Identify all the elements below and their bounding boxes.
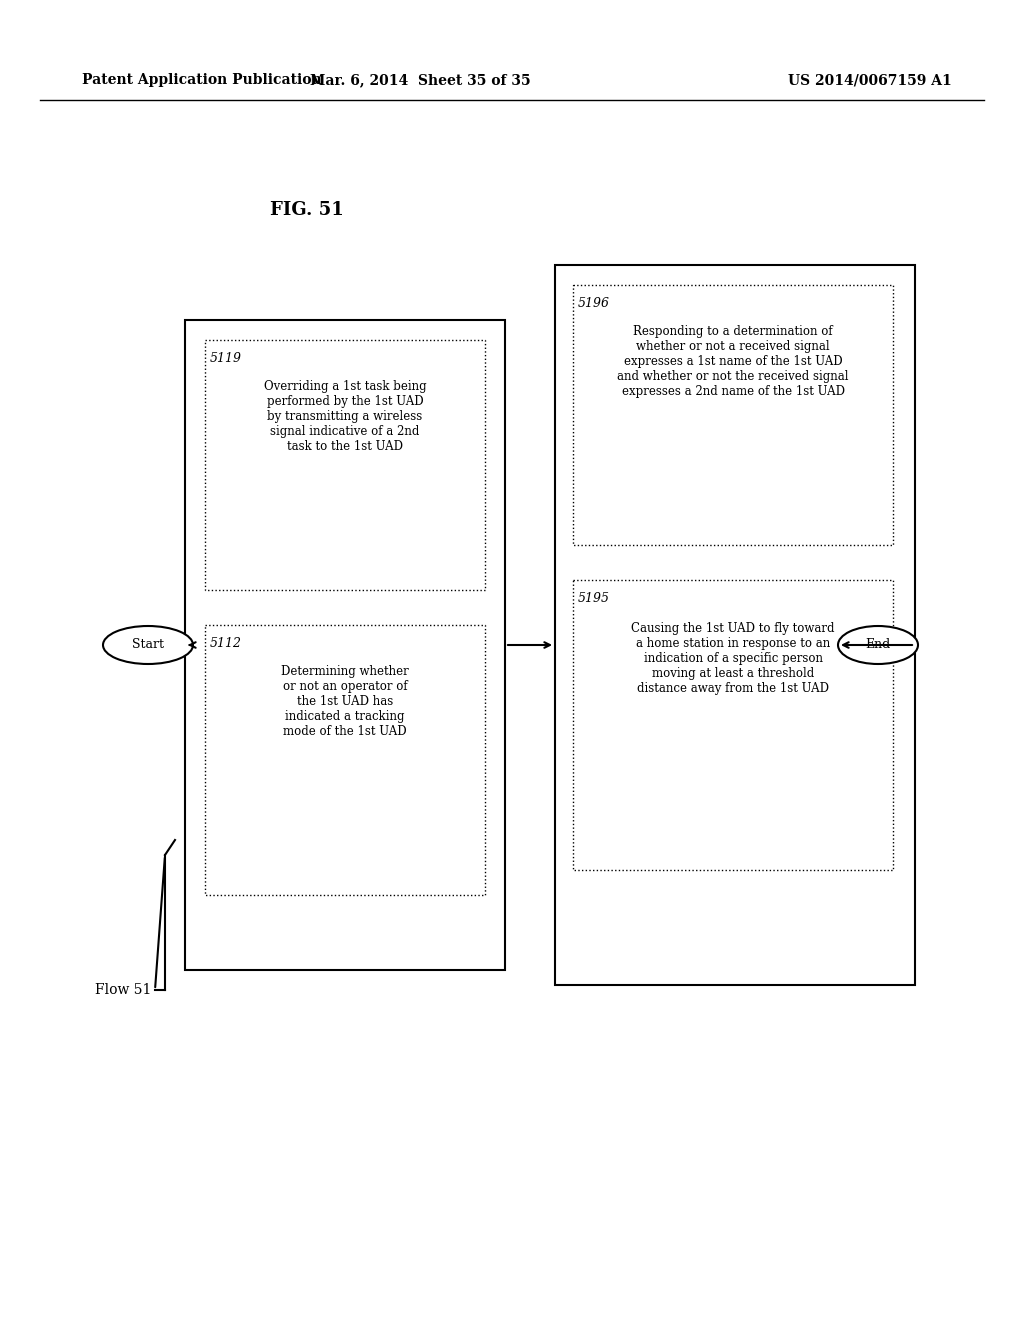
Text: Responding to a determination of
whether or not a received signal
expresses a 1s: Responding to a determination of whether… bbox=[617, 325, 849, 399]
Text: 5195: 5195 bbox=[578, 591, 610, 605]
Text: End: End bbox=[865, 639, 891, 652]
Text: Causing the 1st UAD to fly toward
a home station in response to an
indication of: Causing the 1st UAD to fly toward a home… bbox=[631, 622, 835, 696]
FancyBboxPatch shape bbox=[573, 579, 893, 870]
Ellipse shape bbox=[103, 626, 193, 664]
Ellipse shape bbox=[838, 626, 918, 664]
Text: Mar. 6, 2014  Sheet 35 of 35: Mar. 6, 2014 Sheet 35 of 35 bbox=[309, 73, 530, 87]
FancyBboxPatch shape bbox=[205, 341, 485, 590]
Text: 5196: 5196 bbox=[578, 297, 610, 310]
FancyBboxPatch shape bbox=[205, 624, 485, 895]
Text: Start: Start bbox=[132, 639, 164, 652]
Text: Flow 51: Flow 51 bbox=[95, 983, 152, 997]
FancyBboxPatch shape bbox=[555, 265, 915, 985]
FancyBboxPatch shape bbox=[573, 285, 893, 545]
Text: Patent Application Publication: Patent Application Publication bbox=[82, 73, 322, 87]
Text: US 2014/0067159 A1: US 2014/0067159 A1 bbox=[788, 73, 952, 87]
Text: 5112: 5112 bbox=[210, 638, 242, 649]
Text: FIG. 51: FIG. 51 bbox=[270, 201, 344, 219]
FancyBboxPatch shape bbox=[185, 319, 505, 970]
Text: 5119: 5119 bbox=[210, 352, 242, 366]
Text: Determining whether
or not an operator of
the 1st UAD has
indicated a tracking
m: Determining whether or not an operator o… bbox=[282, 665, 409, 738]
Text: Overriding a 1st task being
performed by the 1st UAD
by transmitting a wireless
: Overriding a 1st task being performed by… bbox=[264, 380, 426, 453]
